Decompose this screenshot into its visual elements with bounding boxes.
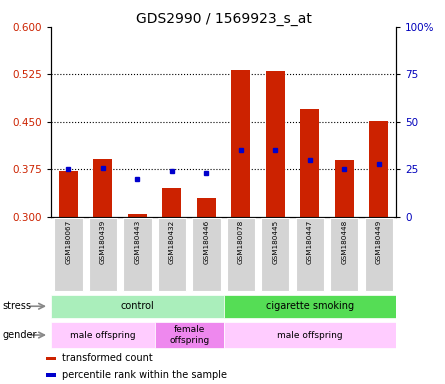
FancyBboxPatch shape <box>224 295 396 318</box>
Text: GSM180439: GSM180439 <box>100 220 106 264</box>
Text: female
offspring: female offspring <box>169 325 209 345</box>
Text: cigarette smoking: cigarette smoking <box>266 301 354 311</box>
Bar <box>266 71 285 217</box>
Text: GSM180067: GSM180067 <box>65 220 71 264</box>
Bar <box>369 121 388 217</box>
FancyBboxPatch shape <box>227 218 255 291</box>
Text: GSM180432: GSM180432 <box>169 220 175 264</box>
Bar <box>93 159 113 217</box>
Text: stress: stress <box>2 301 31 311</box>
FancyBboxPatch shape <box>158 218 186 291</box>
Text: percentile rank within the sample: percentile rank within the sample <box>62 370 227 380</box>
Text: GSM180078: GSM180078 <box>238 220 244 264</box>
Text: gender: gender <box>2 330 37 340</box>
FancyBboxPatch shape <box>295 218 324 291</box>
Title: GDS2990 / 1569923_s_at: GDS2990 / 1569923_s_at <box>136 12 312 26</box>
FancyBboxPatch shape <box>51 322 155 348</box>
FancyBboxPatch shape <box>89 218 117 291</box>
FancyBboxPatch shape <box>54 218 83 291</box>
Bar <box>335 160 354 217</box>
Text: GSM180446: GSM180446 <box>203 220 209 264</box>
Text: male offspring: male offspring <box>70 331 136 339</box>
Bar <box>46 373 57 377</box>
FancyBboxPatch shape <box>330 218 359 291</box>
Text: GSM180445: GSM180445 <box>272 220 278 264</box>
Bar <box>197 198 216 217</box>
Text: control: control <box>121 301 154 311</box>
FancyBboxPatch shape <box>123 218 152 291</box>
Bar <box>300 109 320 217</box>
FancyBboxPatch shape <box>261 218 290 291</box>
Text: GSM180447: GSM180447 <box>307 220 313 264</box>
Text: GSM180449: GSM180449 <box>376 220 382 264</box>
Text: GSM180443: GSM180443 <box>134 220 140 264</box>
FancyBboxPatch shape <box>192 218 221 291</box>
Bar <box>231 70 251 217</box>
Bar <box>46 357 57 360</box>
FancyBboxPatch shape <box>224 322 396 348</box>
Bar <box>128 214 147 217</box>
Text: GSM180448: GSM180448 <box>341 220 347 264</box>
Text: male offspring: male offspring <box>277 331 343 339</box>
Text: transformed count: transformed count <box>62 353 153 364</box>
FancyBboxPatch shape <box>155 322 224 348</box>
Bar <box>59 171 78 217</box>
Bar <box>162 189 182 217</box>
FancyBboxPatch shape <box>364 218 393 291</box>
FancyBboxPatch shape <box>51 295 224 318</box>
